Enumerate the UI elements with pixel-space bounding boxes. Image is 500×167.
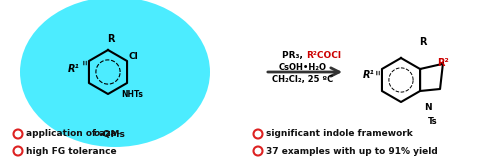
Text: application of aza-: application of aza- — [26, 129, 120, 138]
Text: -QMs: -QMs — [99, 129, 125, 138]
Text: R²: R² — [437, 58, 449, 68]
Text: R²COCl: R²COCl — [306, 50, 341, 59]
Ellipse shape — [20, 0, 210, 147]
Text: R¹: R¹ — [363, 70, 375, 80]
Text: ≡: ≡ — [83, 59, 89, 65]
Text: 37 examples with up to 91% yield: 37 examples with up to 91% yield — [266, 146, 438, 155]
Text: Ts: Ts — [428, 118, 438, 126]
Text: CsOH•H₂O: CsOH•H₂O — [279, 62, 327, 71]
Text: o: o — [94, 129, 100, 138]
Text: NHTs: NHTs — [121, 90, 143, 99]
Text: R: R — [419, 37, 427, 47]
Text: CH₂Cl₂, 25 ºC: CH₂Cl₂, 25 ºC — [272, 74, 334, 84]
Text: PR₃,: PR₃, — [282, 50, 306, 59]
Text: high FG tolerance: high FG tolerance — [26, 146, 117, 155]
Text: ≡: ≡ — [376, 69, 382, 75]
Text: Cl: Cl — [128, 51, 138, 60]
Text: R¹: R¹ — [68, 64, 80, 74]
Text: significant indole framework: significant indole framework — [266, 129, 413, 138]
Text: R: R — [107, 34, 115, 44]
Text: N: N — [424, 104, 432, 113]
